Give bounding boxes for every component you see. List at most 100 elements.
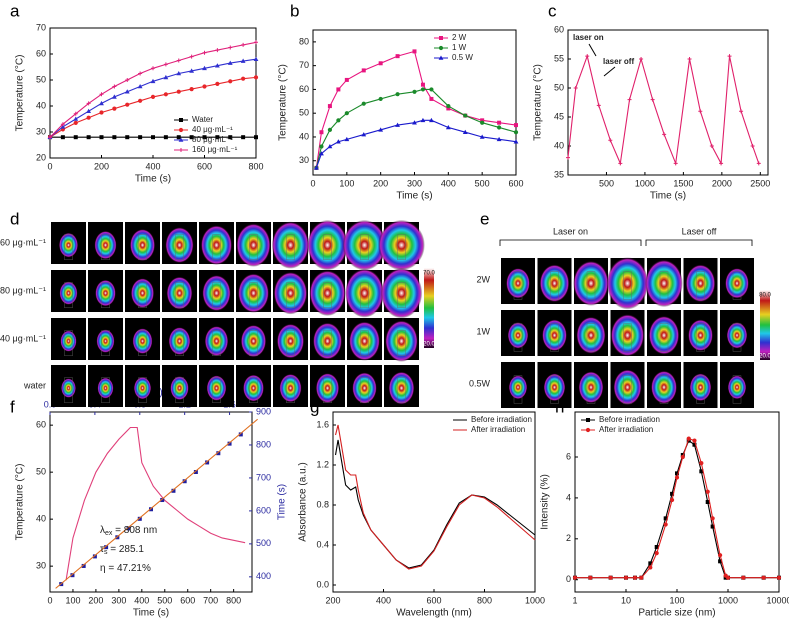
- cuvette: [659, 271, 669, 300]
- marker: [176, 135, 181, 140]
- thermal-spot: [388, 371, 415, 405]
- marker: [254, 40, 258, 45]
- marker: [99, 100, 104, 106]
- x-tick-label: 600: [180, 595, 195, 605]
- marker: [86, 108, 92, 113]
- y-tick-label: 50: [36, 467, 46, 477]
- marker: [214, 63, 220, 68]
- marker: [138, 98, 143, 103]
- y-tick-label: 50: [299, 108, 309, 118]
- annotation-sub: ex: [105, 530, 113, 537]
- marker: [741, 575, 746, 580]
- marker: [189, 87, 194, 92]
- y2-tick-label: 500: [256, 538, 271, 548]
- marker: [710, 516, 715, 521]
- thermal-spot: [726, 322, 748, 349]
- legend-label: After irradiation: [599, 425, 653, 434]
- marker: [86, 101, 91, 106]
- x-tick-label: 100: [339, 178, 354, 188]
- y-axis-title: Temperature (°C): [278, 64, 289, 141]
- marker: [479, 134, 485, 139]
- x-tick-label: 200: [373, 178, 388, 188]
- thermal-spot: [689, 373, 712, 402]
- thermal-spot: [58, 232, 79, 258]
- x-tick-label: 500: [475, 178, 490, 188]
- cuvette: [64, 234, 73, 261]
- y2-tick-label: 900: [256, 406, 271, 416]
- thermal-spot: [206, 375, 227, 401]
- y-tick-label: 60: [36, 420, 46, 430]
- marker: [739, 109, 744, 114]
- thermal-spot: [165, 227, 194, 264]
- marker: [650, 97, 655, 102]
- marker: [710, 524, 715, 529]
- y-tick-label: 0.0: [316, 579, 329, 589]
- marker: [241, 135, 246, 140]
- x-tick-label: 400: [134, 595, 149, 605]
- marker: [202, 135, 207, 140]
- cuvette: [138, 234, 147, 261]
- thermal-spot: [243, 374, 264, 402]
- series-line: [55, 418, 258, 589]
- marker: [648, 561, 653, 566]
- marker: [438, 45, 444, 51]
- marker: [513, 139, 519, 144]
- cuvette: [623, 375, 632, 404]
- thermal-spot: [613, 369, 642, 406]
- marker: [445, 124, 451, 130]
- y-tick-label: 4: [566, 492, 571, 502]
- x-tick-label: 0: [47, 595, 52, 605]
- cuvette: [696, 375, 705, 404]
- marker: [215, 48, 220, 53]
- y2-tick-label: 800: [256, 439, 271, 449]
- marker: [137, 84, 143, 89]
- thermal-spot: [539, 264, 570, 303]
- marker: [150, 94, 156, 99]
- marker: [378, 96, 383, 102]
- marker: [138, 135, 143, 140]
- legend-label: 160 μg·mL⁻¹: [192, 145, 238, 154]
- y2-tick-label: 600: [256, 505, 271, 515]
- thermal-spot: [276, 323, 305, 359]
- cuvette: [550, 271, 559, 300]
- thermal-spot: [648, 315, 680, 355]
- series-line: [575, 437, 779, 579]
- marker: [675, 471, 679, 476]
- y-axis-title: Temperature (°C): [533, 64, 544, 141]
- series-line: [575, 439, 779, 579]
- marker: [163, 62, 168, 67]
- panel-label: b: [290, 1, 299, 20]
- bracket: [499, 239, 642, 246]
- thermal-spot: [725, 268, 749, 299]
- marker: [761, 575, 766, 580]
- x-tick-label: 2500: [750, 178, 770, 188]
- legend-label: 40 μg·mL⁻¹: [192, 125, 233, 134]
- y-tick-label: 40: [36, 100, 46, 110]
- marker: [254, 135, 258, 140]
- x-tick-label: 10: [621, 595, 631, 605]
- x-tick-label: 1000: [525, 595, 545, 605]
- marker: [395, 54, 400, 59]
- marker: [176, 71, 182, 76]
- thermal-spot: [312, 322, 343, 360]
- marker: [588, 575, 593, 580]
- cuvette: [249, 234, 258, 261]
- thermal-spot: [273, 271, 308, 315]
- marker: [335, 139, 341, 144]
- x-tick-label: 100: [65, 595, 80, 605]
- thermal-spot: [688, 319, 713, 352]
- marker: [171, 488, 176, 493]
- y-tick-label: 30: [299, 155, 309, 165]
- marker: [692, 442, 697, 447]
- marker: [496, 136, 502, 142]
- y-tick-label: 1.6: [316, 419, 329, 429]
- marker: [699, 469, 704, 474]
- marker: [163, 92, 168, 97]
- cuvette: [175, 282, 184, 309]
- cuvette: [360, 377, 369, 404]
- x-tick-label: 500: [157, 595, 172, 605]
- marker: [182, 479, 187, 484]
- marker: [99, 110, 104, 115]
- plot-frame: [49, 411, 253, 593]
- marker: [60, 122, 65, 127]
